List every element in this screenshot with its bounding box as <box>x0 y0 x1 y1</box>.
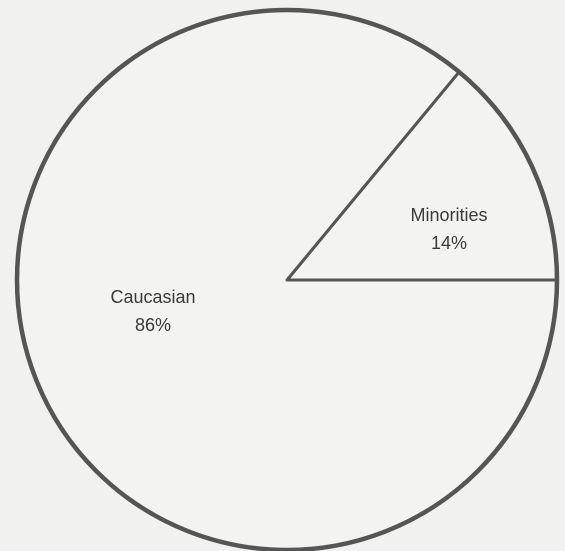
pie-outline <box>14 7 560 551</box>
slice-label-caucasian: Caucasian <box>110 287 195 307</box>
pie-slices <box>15 8 559 551</box>
slice-value-caucasian: 86% <box>135 315 171 335</box>
slice-value-minorities: 14% <box>431 233 467 253</box>
slice-label-minorities: Minorities <box>410 205 487 225</box>
